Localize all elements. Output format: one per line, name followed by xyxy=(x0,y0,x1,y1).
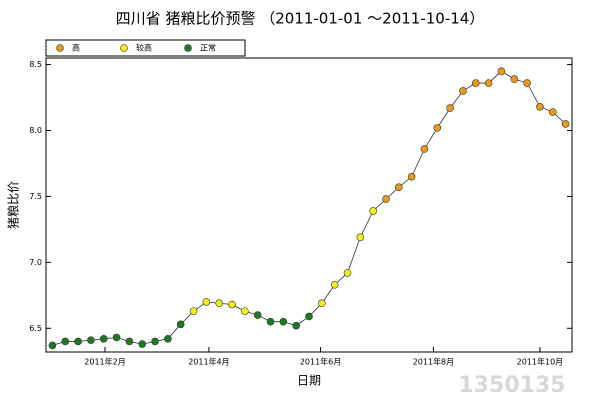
point xyxy=(125,337,134,346)
point xyxy=(510,75,519,83)
point xyxy=(536,102,544,111)
point xyxy=(202,298,211,306)
legend-marker xyxy=(184,44,192,52)
legend-label: 高 xyxy=(72,43,80,53)
point xyxy=(382,195,390,203)
point xyxy=(189,307,198,315)
legend-label: 正常 xyxy=(200,44,216,53)
point xyxy=(176,320,185,329)
point xyxy=(61,337,70,346)
point xyxy=(279,317,288,326)
legend-label: 较高 xyxy=(136,43,152,53)
point xyxy=(471,79,480,87)
y-tick-label: 6.5 xyxy=(29,324,42,333)
legend-marker xyxy=(56,44,64,52)
y-tick-label: 7.5 xyxy=(29,192,42,201)
point xyxy=(523,79,531,87)
legend-marker xyxy=(120,44,128,52)
x-tick-label: 2011年4月 xyxy=(188,357,229,367)
point xyxy=(497,67,506,75)
point xyxy=(305,312,313,321)
point xyxy=(369,207,377,215)
point xyxy=(215,299,223,308)
point xyxy=(48,341,57,350)
point xyxy=(318,299,326,308)
point xyxy=(356,233,365,242)
y-axis-label: 猪粮比价 xyxy=(6,181,21,229)
point xyxy=(266,317,275,326)
plot-frame xyxy=(45,57,573,353)
point xyxy=(446,104,454,112)
x-axis-label: 日期 xyxy=(297,374,321,388)
point xyxy=(407,172,416,181)
point xyxy=(420,145,429,153)
point xyxy=(395,183,403,192)
point xyxy=(241,307,249,315)
point xyxy=(151,337,159,346)
x-tick-label: 2011年8月 xyxy=(413,357,454,367)
y-tick-label: 7.0 xyxy=(29,258,42,267)
watermark: 1350135 xyxy=(458,373,565,398)
point xyxy=(87,336,95,344)
y-tick-label: 8.5 xyxy=(29,60,42,69)
point xyxy=(228,300,236,309)
point xyxy=(253,311,262,319)
chart-title: 四川省 猪粮比价预警 （2011-01-01 ～2011-10-14） xyxy=(116,10,485,28)
x-tick-label: 2011年6月 xyxy=(300,357,341,367)
point xyxy=(548,108,557,116)
x-tick-label: 2011年2月 xyxy=(84,357,125,367)
point xyxy=(484,79,493,87)
point xyxy=(112,333,121,342)
point xyxy=(164,335,172,343)
point xyxy=(561,120,570,128)
point xyxy=(343,269,352,277)
legend-box xyxy=(45,39,246,57)
x-tick-label: 2011年10月 xyxy=(517,357,564,367)
point xyxy=(459,87,467,95)
point xyxy=(74,337,82,346)
point xyxy=(292,321,300,330)
point xyxy=(99,335,108,343)
y-tick-label: 8.0 xyxy=(29,126,42,135)
point xyxy=(138,340,147,348)
point xyxy=(330,280,339,289)
point xyxy=(433,124,442,132)
